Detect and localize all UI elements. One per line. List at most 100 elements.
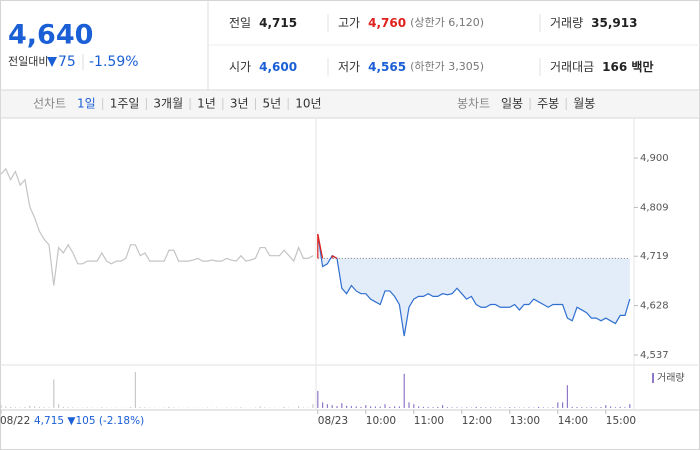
volume-bar [437, 406, 439, 408]
down-arrow [47, 57, 57, 67]
volume-bar [350, 406, 352, 408]
volume-bar [413, 404, 415, 408]
volume-bar [226, 407, 228, 408]
y-tick-label: 4,537 [640, 350, 669, 361]
volume-bar [614, 407, 616, 408]
volume-bar [139, 407, 141, 408]
volume-bar [130, 406, 132, 408]
volume-bar [600, 407, 602, 408]
volume-bar [514, 407, 516, 408]
volume-bar [379, 406, 381, 408]
tab[interactable]: 3개월 [153, 97, 183, 111]
volume-legend-swatch [652, 373, 654, 383]
stat-value: 4,715 [259, 16, 297, 30]
change-label: 전일대비 [8, 54, 48, 68]
volume-bar [629, 404, 631, 408]
volume-bar [451, 407, 453, 408]
stat-value: 35,913 [591, 16, 637, 30]
price-line [317, 233, 631, 337]
tab[interactable]: 일봉 [501, 97, 523, 111]
volume-bar [394, 406, 396, 408]
x-tick-label: 14:00 [558, 415, 588, 427]
volume-bar [43, 407, 45, 408]
stat-label: 고가 [338, 16, 360, 30]
volume-bar [336, 406, 338, 408]
stat-value: 4,565 [368, 60, 406, 74]
volume-bar [101, 407, 103, 408]
volume-bar [29, 405, 31, 408]
price: 4,640 [8, 20, 93, 51]
volume-bar [408, 402, 410, 408]
volume-bar [86, 407, 88, 408]
volume-bar [442, 405, 444, 408]
volume-bar [446, 407, 448, 408]
stat-value: 4,760 [368, 16, 406, 30]
volume-bar [528, 407, 530, 408]
volume-bar [19, 407, 21, 408]
change: 75 [58, 54, 76, 70]
x-tick-label: 08/22 [0, 415, 30, 427]
x-tick-label: 13:00 [510, 415, 540, 427]
stat-label: 전일 [229, 16, 251, 30]
volume-bar [24, 407, 26, 408]
volume-bar [610, 406, 612, 408]
volume-bar [427, 407, 429, 408]
tab[interactable]: 3년 [230, 97, 249, 111]
volume-bar [384, 404, 386, 408]
x-tick-label: 10:00 [366, 415, 396, 427]
stat-value: 166 백만 [602, 59, 653, 74]
volume-bar [317, 390, 319, 408]
stat-label: 거래량 [550, 16, 583, 30]
tab-group-label: 선차트 [33, 97, 66, 111]
stat-value: 4,600 [259, 60, 297, 74]
volume-bar [144, 407, 146, 408]
volume-bar [168, 406, 170, 408]
volume-legend: 거래량 [657, 372, 685, 384]
tab-bar [0, 89, 700, 119]
volume-bar [475, 406, 477, 408]
stat: 거래대금 166 백만 [550, 59, 653, 74]
volume-bar [499, 407, 501, 408]
volume-bar [422, 406, 424, 408]
volume-bar [557, 402, 559, 408]
volume-bar [374, 406, 376, 408]
volume-bar [62, 406, 64, 408]
volume-bar [34, 406, 36, 408]
y-tick-label: 4,809 [640, 202, 669, 213]
volume-bar [48, 407, 50, 408]
volume-bar [72, 407, 74, 408]
volume-bar [581, 407, 583, 408]
tab[interactable]: 주봉 [537, 97, 559, 111]
volume-bar [552, 407, 554, 408]
tab[interactable]: 1일 [77, 97, 96, 111]
tab[interactable]: 1주일 [110, 97, 140, 111]
stat-label: 저가 [338, 60, 360, 74]
stat: 저가 4,565 (하한가 3,305) [338, 59, 484, 74]
y-tick-label: 4,719 [640, 251, 669, 262]
volume-bar [566, 385, 568, 408]
volume-bar [480, 407, 482, 408]
stat: 거래량 35,913 [550, 16, 637, 30]
volume-bar [67, 407, 69, 408]
y-tick-label: 4,900 [640, 153, 669, 164]
volume-bar [360, 406, 362, 408]
volume-bar [341, 403, 343, 408]
volume-bar [490, 407, 492, 408]
stat-label: 거래대금 [550, 60, 594, 74]
tab[interactable]: 1년 [197, 97, 216, 111]
stat-note: (상한가 6,120) [410, 16, 484, 29]
tab[interactable]: 월봉 [573, 97, 595, 111]
volume-bar [389, 406, 391, 408]
tab[interactable]: 10년 [295, 97, 321, 111]
x-tick-label: 12:00 [462, 415, 492, 427]
tab[interactable]: 5년 [263, 97, 282, 111]
volume-bar [432, 407, 434, 408]
volume-bar [312, 404, 314, 408]
volume-bar [586, 407, 588, 408]
volume-bar [326, 404, 328, 408]
volume-bar [346, 405, 348, 408]
change-pct: -1.59% [89, 54, 139, 70]
volume-bar [302, 407, 304, 408]
